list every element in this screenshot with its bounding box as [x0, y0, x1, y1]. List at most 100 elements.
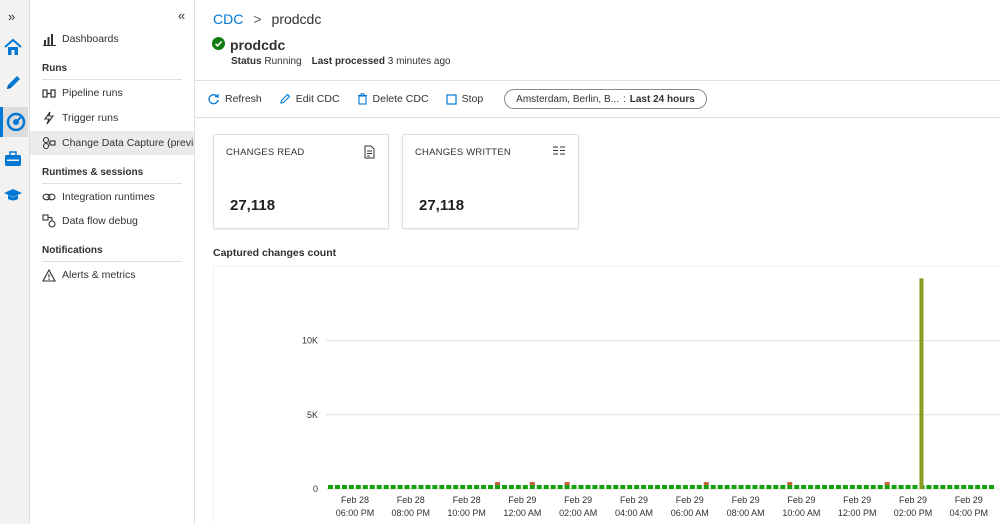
pencil-icon[interactable]: [2, 72, 24, 94]
bar: [849, 485, 855, 489]
home-icon[interactable]: [2, 36, 24, 58]
breadcrumb: CDC > prodcdc: [213, 11, 321, 27]
nav-item-integration-runtimes[interactable]: Integration runtimes: [30, 185, 194, 209]
bar: [919, 278, 924, 489]
bar: [641, 485, 647, 489]
bar: [599, 485, 605, 489]
bar: [355, 485, 361, 489]
trash-icon: [357, 93, 367, 105]
bar: [842, 485, 848, 489]
toolbar: Refresh Edit CDC Delete CDC Stop Amsterd…: [195, 80, 1000, 118]
bar: [961, 485, 967, 489]
bar: [383, 485, 389, 489]
bar: [794, 485, 800, 489]
nav-item-alerts-metrics[interactable]: Alerts & metrics: [30, 263, 194, 287]
bar: [585, 485, 591, 489]
status-row: Status Running Last processed 3 minutes …: [231, 56, 451, 67]
nav-section-runs: Runs: [42, 63, 182, 80]
bar: [495, 482, 501, 485]
bar: [668, 485, 674, 489]
x-tick-label: 06:00 AM: [671, 508, 709, 518]
nav-item-label: Data flow debug: [62, 215, 138, 227]
nav-item-data-flow-debug[interactable]: Data flow debug: [30, 209, 194, 233]
nav-item-label: Change Data Capture (previ...: [62, 137, 194, 149]
integration-runtime-icon: [42, 190, 56, 204]
bar: [571, 485, 577, 489]
nav-item-trigger-runs[interactable]: Trigger runs: [30, 106, 194, 130]
bar: [856, 485, 862, 489]
last-processed-label: Last processed: [311, 56, 385, 67]
time-range-filter[interactable]: Amsterdam, Berlin, B... : Last 24 hours: [504, 89, 707, 109]
double-chevron-left-icon[interactable]: «: [178, 8, 186, 23]
bar: [404, 485, 410, 489]
bar: [835, 485, 841, 489]
bar: [488, 485, 494, 489]
x-tick-label: 12:00 AM: [503, 508, 541, 518]
breadcrumb-current: prodcdc: [271, 11, 322, 27]
bar: [529, 482, 535, 485]
filter-range: Last 24 hours: [629, 93, 695, 105]
bar: [710, 485, 716, 489]
bar: [801, 485, 807, 489]
refresh-button-label: Refresh: [225, 93, 262, 105]
nav-item-dashboards[interactable]: Dashboards: [30, 27, 194, 51]
bar: [933, 485, 939, 489]
x-tick-label: 04:00 AM: [615, 508, 653, 518]
bar: [731, 485, 737, 489]
nav-item-change-data-capture[interactable]: Change Data Capture (previ...: [30, 131, 194, 155]
bar: [926, 485, 932, 489]
bar: [564, 482, 570, 485]
bar: [940, 485, 946, 489]
learn-icon[interactable]: [2, 184, 24, 206]
bar: [390, 485, 396, 489]
status-value: Running: [264, 56, 302, 67]
bar: [648, 485, 654, 489]
bar: [536, 485, 542, 489]
bar: [369, 485, 375, 489]
bar: [738, 485, 744, 489]
page-title-row: prodcdc: [212, 37, 285, 53]
changes-read-value: 27,118: [230, 197, 276, 214]
bar: [411, 485, 417, 489]
bar: [620, 485, 626, 489]
x-tick-label: Feb 29: [843, 495, 871, 505]
filter-timezone: Amsterdam, Berlin, B...: [516, 93, 619, 105]
bar: [446, 485, 452, 489]
monitor-icon[interactable]: [0, 107, 28, 137]
bar: [439, 485, 445, 489]
double-chevron-right-icon[interactable]: »: [8, 9, 16, 24]
status-label: Status: [231, 56, 262, 67]
bar: [696, 485, 702, 489]
breadcrumb-cdc-link[interactable]: CDC: [213, 11, 244, 27]
list-icon: [552, 145, 566, 159]
bar: [912, 485, 918, 489]
refresh-icon: [208, 93, 219, 104]
y-tick-label: 0: [313, 484, 318, 494]
edit-cdc-button[interactable]: Edit CDC: [279, 93, 340, 105]
bar: [481, 485, 487, 489]
toolbox-icon[interactable]: [2, 148, 24, 170]
bar: [766, 485, 772, 489]
bar: [717, 485, 723, 489]
bar: [606, 485, 612, 489]
bar: [898, 485, 904, 489]
x-tick-label: 10:00 PM: [447, 508, 486, 518]
stop-button[interactable]: Stop: [445, 93, 483, 105]
bar: [682, 485, 688, 489]
refresh-button[interactable]: Refresh: [207, 93, 262, 106]
bar: [815, 485, 821, 489]
x-tick-label: 04:00 PM: [950, 508, 989, 518]
delete-cdc-button[interactable]: Delete CDC: [357, 93, 429, 105]
bar: [780, 485, 786, 489]
data-flow-debug-icon: [42, 214, 56, 228]
bar-chart-icon: [42, 32, 56, 46]
bar: [543, 485, 549, 489]
chart-title: Captured changes count: [213, 247, 337, 259]
bar: [529, 485, 535, 489]
bar: [376, 485, 382, 489]
bar: [501, 485, 507, 489]
nav-item-pipeline-runs[interactable]: Pipeline runs: [30, 81, 194, 105]
filter-separator: :: [622, 93, 626, 105]
bar: [822, 485, 828, 489]
main-content: CDC > prodcdc prodcdc Status Running Las…: [195, 0, 1000, 524]
